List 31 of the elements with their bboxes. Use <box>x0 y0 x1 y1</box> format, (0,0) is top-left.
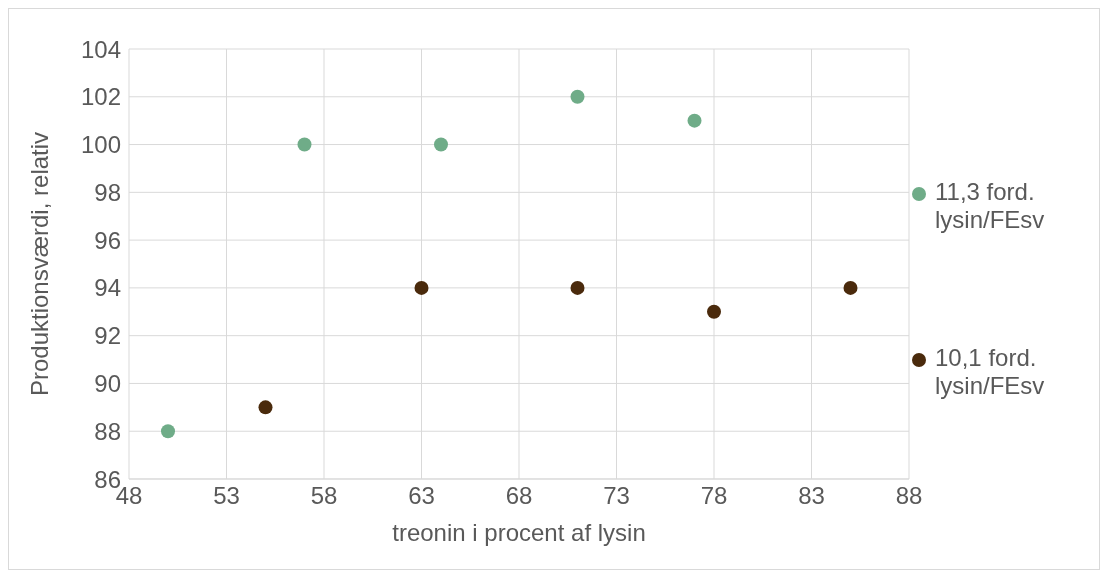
point <box>161 424 175 439</box>
legend-label: 11,3 ford. lysin/FEsv <box>935 178 1046 234</box>
point <box>687 113 702 128</box>
point <box>258 400 273 415</box>
point <box>414 280 429 295</box>
y-tick-label: 92 <box>94 322 121 350</box>
point <box>570 89 585 104</box>
y-tick-label: 104 <box>80 35 121 63</box>
y-tick-label: 102 <box>80 83 121 111</box>
x-tick-label: 73 <box>603 482 630 510</box>
point <box>570 280 585 295</box>
x-tick-label: 83 <box>798 482 825 510</box>
y-axis-title: Produktionsværdi, relativ <box>25 131 53 397</box>
y-tick-label: 94 <box>94 274 121 302</box>
x-tick-label: 63 <box>408 482 435 510</box>
x-tick-label: 53 <box>213 482 240 510</box>
y-tick-label: 98 <box>94 178 121 206</box>
x-tick-label: 68 <box>505 482 533 510</box>
y-tick-label: 96 <box>94 226 121 254</box>
point <box>434 137 448 152</box>
point <box>297 137 312 152</box>
x-tick-label: 78 <box>700 482 728 510</box>
point <box>843 280 858 295</box>
x-axis-title: treonin i procent af lysin <box>392 519 646 546</box>
y-tick-label: 100 <box>80 131 121 159</box>
y-tick-label: 88 <box>94 417 121 445</box>
legend-label: 10,1 ford. lysin/FEsv <box>935 344 1046 400</box>
y-tick-label: 90 <box>94 369 121 397</box>
point <box>707 304 721 319</box>
x-tick-label: 58 <box>310 482 338 510</box>
x-tick-label: 88 <box>895 482 923 510</box>
